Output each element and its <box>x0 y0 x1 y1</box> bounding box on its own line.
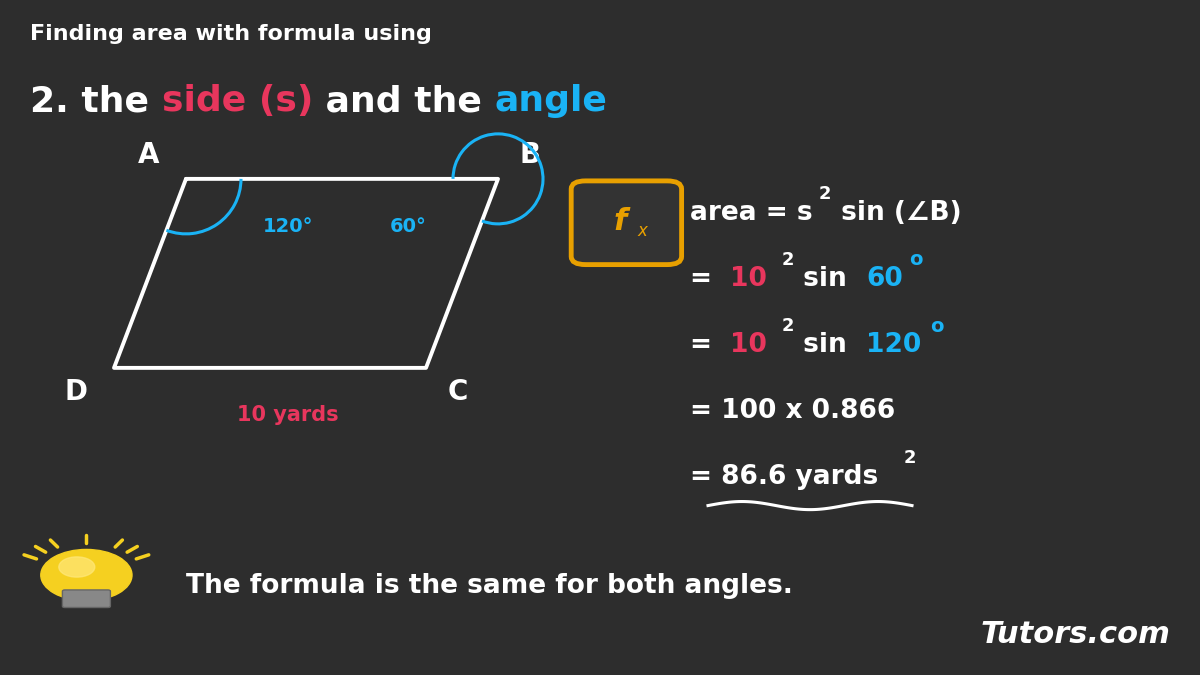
Text: C: C <box>448 378 468 406</box>
Text: 10: 10 <box>730 266 767 292</box>
Text: =: = <box>690 266 721 292</box>
Text: side (s): side (s) <box>162 84 313 118</box>
Text: D: D <box>65 378 88 406</box>
Text: x: x <box>637 222 648 240</box>
Text: 2: 2 <box>904 450 916 467</box>
Text: Tutors.com: Tutors.com <box>980 620 1170 649</box>
Text: o: o <box>930 317 943 335</box>
FancyBboxPatch shape <box>62 590 110 608</box>
Circle shape <box>59 557 95 577</box>
Text: 60: 60 <box>866 266 904 292</box>
Text: 2. the: 2. the <box>30 84 162 118</box>
Text: = 100 x 0.866: = 100 x 0.866 <box>690 398 895 424</box>
Text: = 86.6 yards: = 86.6 yards <box>690 464 878 490</box>
FancyBboxPatch shape <box>571 181 682 265</box>
Text: 2: 2 <box>781 317 793 335</box>
Text: A: A <box>138 141 160 169</box>
Text: The formula is the same for both angles.: The formula is the same for both angles. <box>186 573 793 599</box>
Text: 120: 120 <box>866 332 922 358</box>
Text: Finding area with formula using: Finding area with formula using <box>30 24 432 44</box>
Text: 60°: 60° <box>390 217 426 236</box>
Text: =: = <box>690 332 721 358</box>
Text: 120°: 120° <box>263 217 313 236</box>
Text: B: B <box>520 141 541 169</box>
Text: sin (∠B): sin (∠B) <box>832 200 961 225</box>
Text: sin: sin <box>794 266 857 292</box>
Text: 2: 2 <box>818 185 830 202</box>
Text: o: o <box>910 250 923 269</box>
Text: 2: 2 <box>781 251 793 269</box>
Text: and the: and the <box>313 84 494 118</box>
Circle shape <box>41 549 132 601</box>
Text: sin: sin <box>794 332 857 358</box>
Text: 10: 10 <box>730 332 767 358</box>
Text: area = s: area = s <box>690 200 812 225</box>
Text: f: f <box>613 207 626 236</box>
Text: 10 yards: 10 yards <box>238 405 338 425</box>
Text: angle: angle <box>494 84 607 118</box>
